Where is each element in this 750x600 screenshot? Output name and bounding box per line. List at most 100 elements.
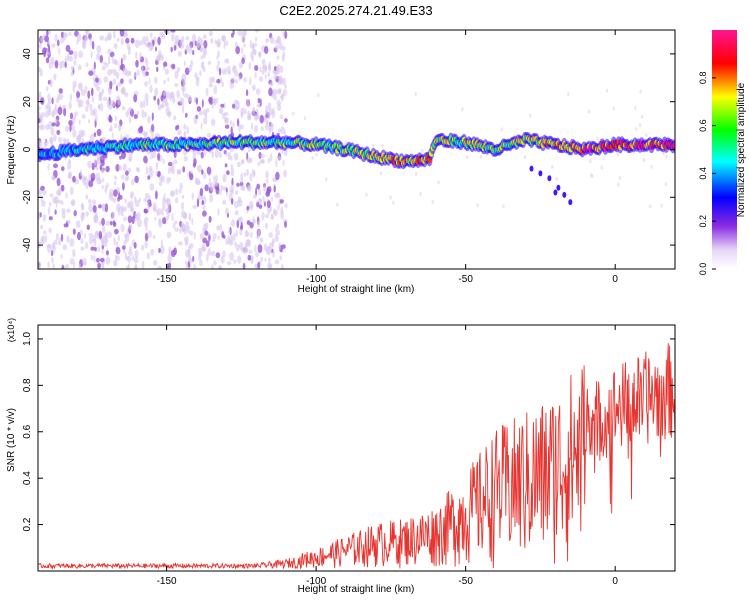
noise-dot (70, 71, 74, 77)
noise-dot (263, 243, 268, 252)
noise-dot (38, 140, 43, 148)
noise-dot (47, 163, 50, 171)
noise-dot (147, 175, 151, 180)
noise-dot (245, 239, 251, 244)
noise-dot (121, 150, 126, 160)
noise-dot (98, 221, 102, 226)
noise-dot (47, 261, 50, 269)
noise-dot (60, 233, 64, 242)
noise-dot (247, 116, 252, 121)
noise-dot (126, 43, 130, 50)
noise-dot (108, 127, 113, 132)
noise-dot (191, 192, 194, 200)
noise-dot (202, 66, 206, 73)
noise-dot (144, 81, 149, 87)
noise-dot (650, 164, 653, 169)
noise-dot (199, 259, 203, 266)
noise-dot (184, 67, 190, 76)
noise-dot (180, 222, 184, 228)
noise-dot (104, 203, 109, 213)
noise-dot (45, 124, 50, 131)
noise-dot (206, 166, 212, 175)
noise-dot (275, 231, 278, 239)
noise-dot (147, 230, 153, 238)
noise-dot (205, 240, 210, 247)
noise-dot (198, 251, 203, 257)
noise-dot (143, 132, 147, 139)
noise-dot (284, 220, 287, 228)
noise-dot (197, 164, 202, 173)
snr-ylabel: SNR (10 * v/v) (6, 408, 17, 472)
noise-dot (98, 231, 103, 240)
noise-dot (192, 204, 197, 209)
snr-marks (38, 343, 675, 570)
noise-dot (137, 218, 142, 228)
noise-dot (230, 163, 233, 170)
noise-dot (237, 199, 243, 207)
y-tick-label: 0.6 (22, 424, 33, 438)
noise-dot (102, 96, 108, 102)
noise-dot (266, 200, 271, 209)
noise-dot (99, 165, 103, 170)
noise-dot (261, 58, 266, 65)
noise-dot (183, 60, 186, 67)
noise-dot (139, 100, 144, 109)
y-tick-label: 40 (22, 48, 33, 60)
noise-dot (208, 215, 212, 223)
noise-dot (160, 239, 164, 249)
noise-dot (173, 115, 177, 121)
noise-dot (116, 203, 121, 213)
noise-dot (278, 155, 282, 161)
noise-dot (202, 237, 208, 244)
ridge-blob (547, 175, 552, 182)
noise-dot (91, 87, 94, 97)
colorbar-tick-label: 0.4 (698, 167, 708, 180)
noise-dot (379, 171, 383, 176)
noise-dot (53, 134, 57, 142)
noise-dot (143, 111, 148, 118)
noise-dot (273, 208, 277, 215)
noise-dot (68, 55, 73, 62)
noise-dot (251, 55, 254, 63)
noise-dot (218, 265, 222, 269)
noise-dot (245, 230, 250, 238)
noise-dot (231, 177, 234, 185)
noise-dot (116, 255, 120, 261)
noise-dot (150, 124, 155, 133)
noise-dot (203, 151, 207, 156)
noise-dot (196, 115, 200, 120)
noise-dot (240, 107, 245, 116)
noise-dot (144, 66, 150, 71)
noise-dot (225, 187, 228, 193)
x-tick-label: -150 (157, 274, 177, 285)
noise-dot (168, 246, 172, 255)
noise-dot (78, 50, 83, 59)
noise-dot (269, 36, 275, 45)
noise-dot (216, 78, 221, 84)
noise-dot (164, 68, 169, 75)
noise-dot (120, 223, 125, 233)
noise-dot (92, 96, 95, 103)
noise-dot (589, 159, 592, 164)
noise-dot (600, 165, 603, 170)
noise-dot (69, 93, 73, 102)
noise-dot (57, 39, 60, 47)
noise-dot (230, 198, 234, 205)
noise-dot (157, 152, 161, 161)
noise-dot (114, 123, 118, 129)
noise-dot (241, 159, 245, 164)
noise-dot (160, 175, 165, 183)
noise-dot (66, 219, 71, 225)
noise-dot (529, 113, 532, 118)
noise-dot (254, 244, 257, 253)
noise-dot (465, 155, 469, 160)
noise-dot (135, 59, 139, 68)
noise-dot (77, 99, 82, 109)
noise-dot (97, 262, 101, 269)
noise-dot (272, 251, 275, 258)
noise-dot (174, 35, 179, 44)
noise-dot (248, 249, 253, 254)
noise-dot (99, 103, 104, 112)
noise-dot (121, 174, 125, 180)
noise-dot (258, 204, 263, 210)
